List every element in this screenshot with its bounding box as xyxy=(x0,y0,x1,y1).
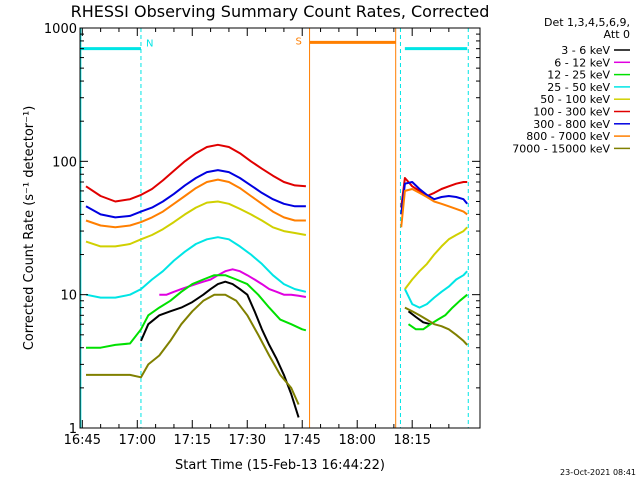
series-line-50-100-kev xyxy=(404,226,468,290)
series-line-12-25-kev xyxy=(86,274,307,349)
y-tick-label: 1000 xyxy=(44,22,77,37)
footer-timestamp: 23-Oct-2021 08:41 xyxy=(560,468,636,477)
series-line-800-7000-kev xyxy=(400,188,468,228)
series-line-7000-15000-kev xyxy=(86,293,300,405)
legend-entry-label: 50 - 100 keV xyxy=(540,93,610,106)
legend-entry-label: 100 - 300 keV xyxy=(533,106,610,119)
series-line-6-12-kev xyxy=(159,268,307,298)
series-line-12-25-kev xyxy=(407,293,468,331)
legend-entry-label: 6 - 12 keV xyxy=(554,56,610,69)
legend-entry-label: 25 - 50 keV xyxy=(547,81,610,94)
series-line-50-100-kev xyxy=(85,200,307,248)
axes: 16:45 17:00 17:15 17:30 17:45 18:00 18:15 1 10 10… xyxy=(44,22,480,448)
legend-entry-label: 300 - 800 keV xyxy=(533,118,610,131)
y-axis-label: Corrected Count Rate (s⁻¹ detector⁻¹) xyxy=(22,106,37,351)
legend-entry-label: 3 - 6 keV xyxy=(561,44,610,57)
x-tick-label: 18:15 xyxy=(393,433,430,448)
x-axis-label: Start Time (15-Feb-13 16:44:22) xyxy=(175,458,385,473)
x-tick-label: 16:45 xyxy=(64,433,101,448)
legend-entry-label: 12 - 25 keV xyxy=(547,69,610,82)
plot-frame xyxy=(79,27,481,429)
series-line-100-300-kev xyxy=(400,177,468,208)
y-tick-label: 10 xyxy=(60,289,77,304)
series-line-300-800-kev xyxy=(85,169,306,219)
series-line-3-6-kev xyxy=(140,280,300,418)
x-tick-label: 17:30 xyxy=(229,433,266,448)
flag-label-night: N xyxy=(146,39,153,50)
flag-label-saa: S xyxy=(296,36,302,47)
series-line-800-7000-kev xyxy=(85,178,306,229)
series-line-7000-15000-kev xyxy=(404,306,468,346)
series-line-100-300-kev xyxy=(85,143,306,203)
series-line-25-50-kev xyxy=(85,236,307,299)
x-tick-label: 17:00 xyxy=(119,433,156,448)
y-tick-label: 100 xyxy=(52,155,77,170)
series-line-25-50-kev xyxy=(404,270,468,309)
series-line-3-6-kev xyxy=(407,310,431,326)
legend-header-line-2: Att 0 xyxy=(604,28,630,41)
x-tick-label: 17:45 xyxy=(283,433,320,448)
x-tick-label: 17:15 xyxy=(174,433,211,448)
x-tick-label: 18:00 xyxy=(338,433,375,448)
y-tick-label: 1 xyxy=(69,422,77,437)
series-line-300-800-kev xyxy=(400,181,468,215)
legend-header-line-1: Det 1,3,4,5,6,9, xyxy=(544,16,630,29)
chart-title: RHESSI Observing Summary Count Rates, Co… xyxy=(71,2,490,21)
legend-entry-label: 7000 - 15000 keV xyxy=(512,142,610,155)
legend-entry-label: 800 - 7000 keV xyxy=(526,130,610,143)
